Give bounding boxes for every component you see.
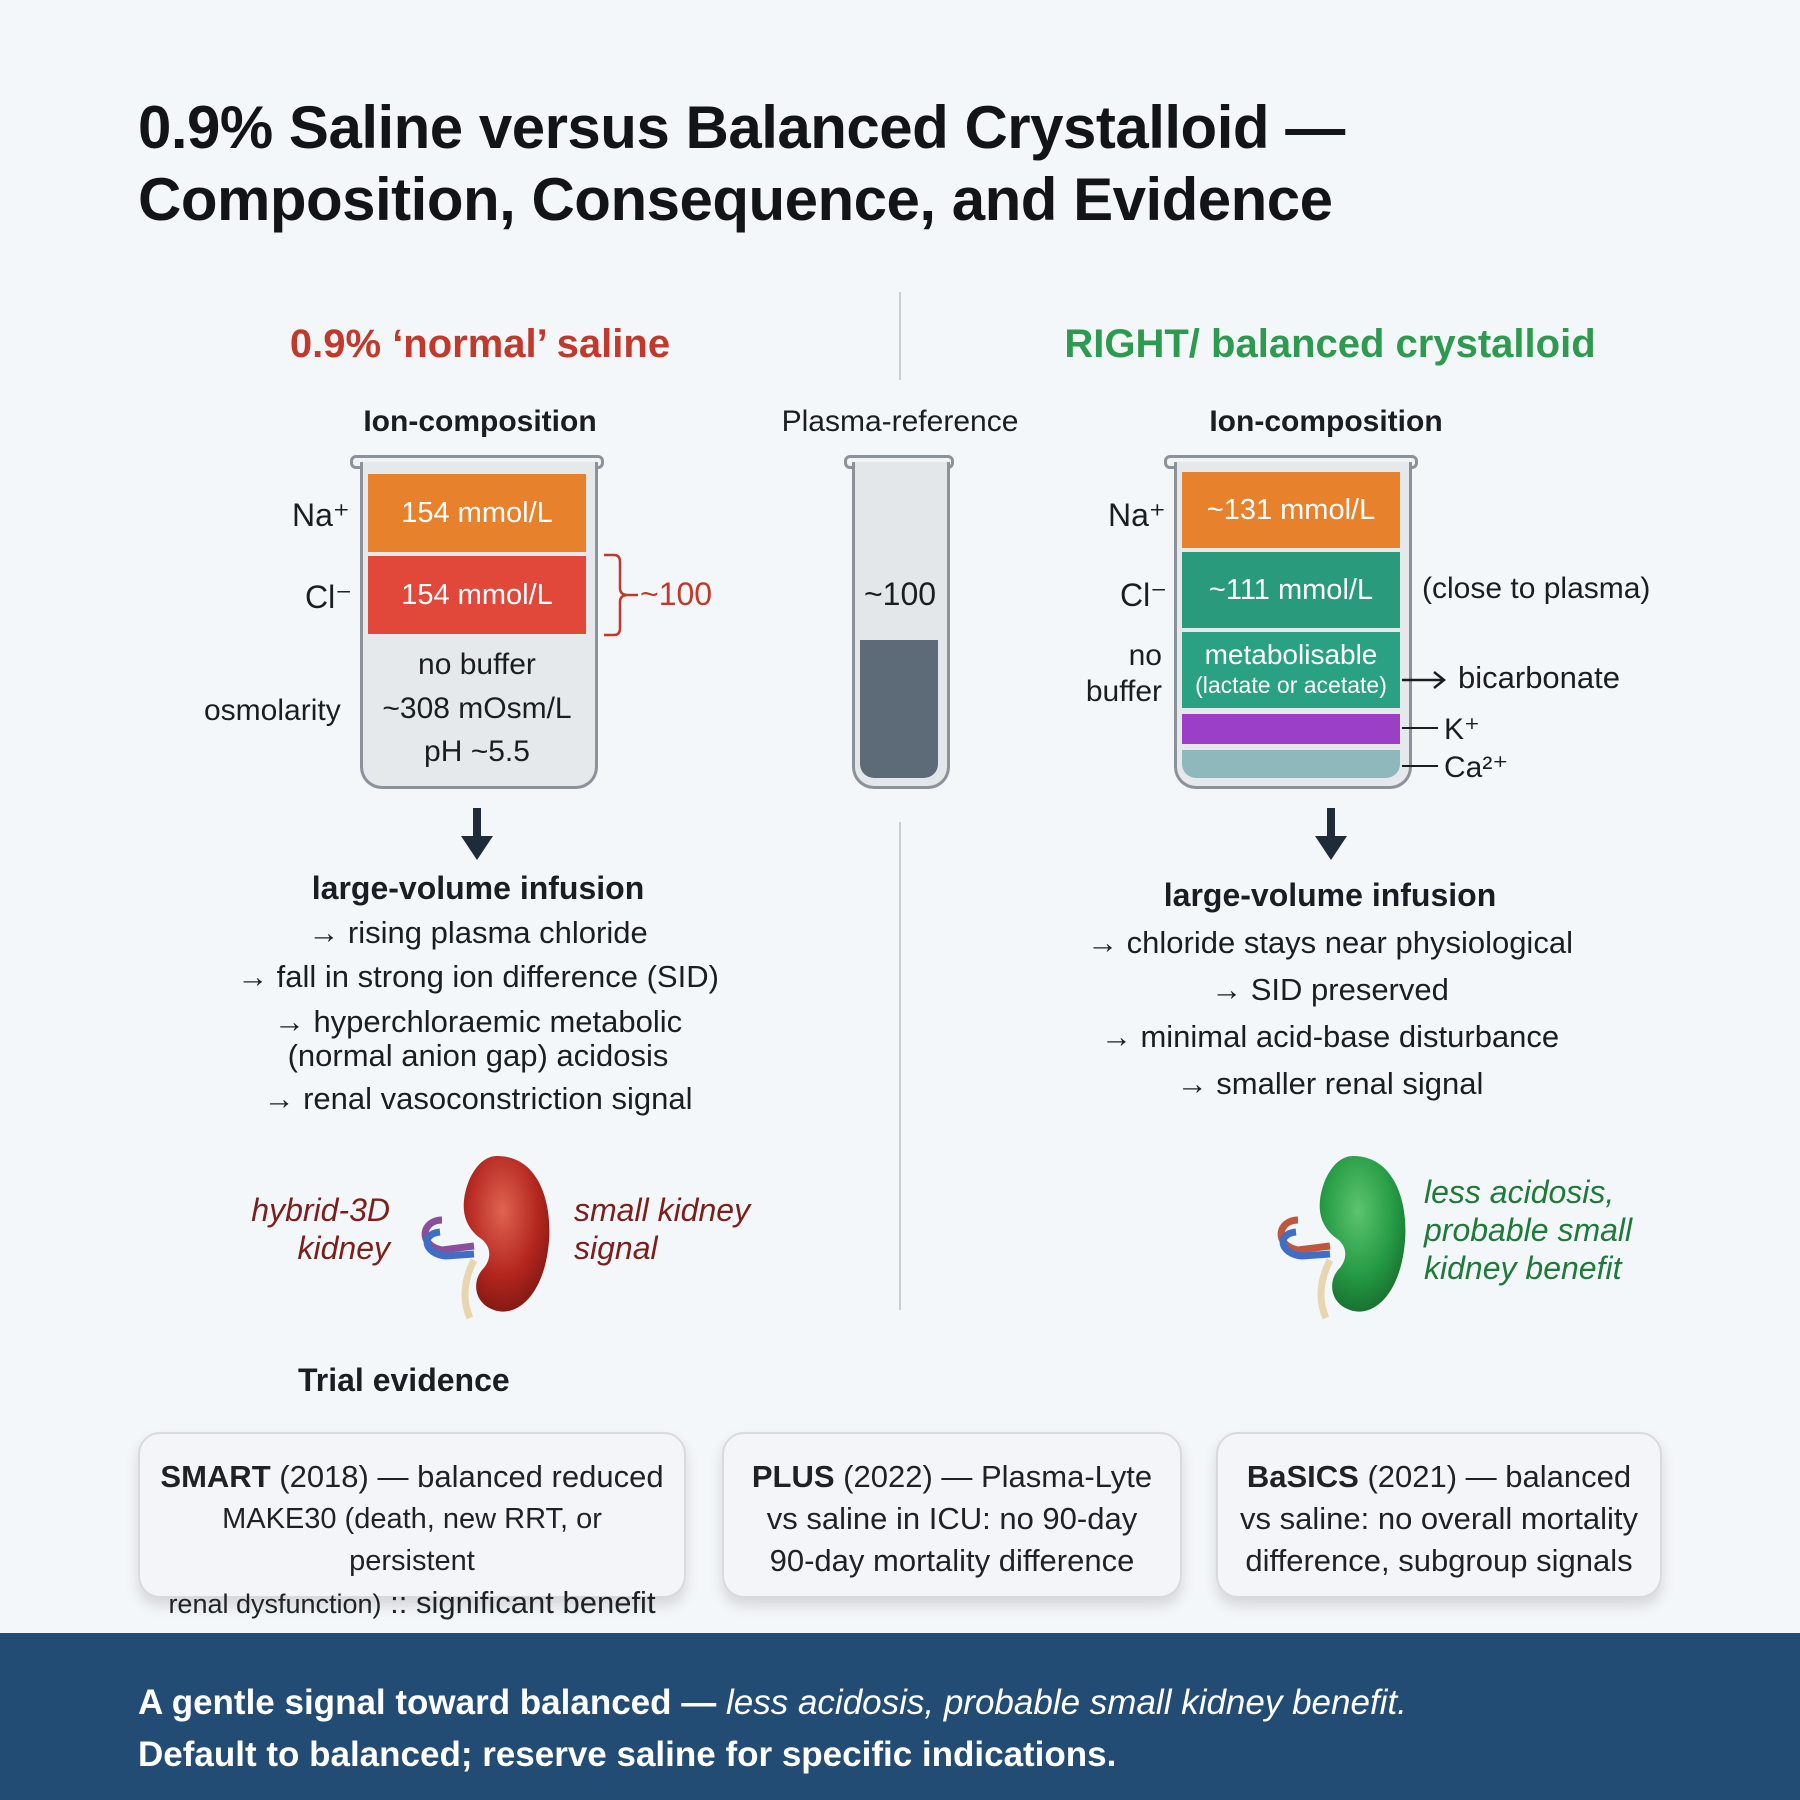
- balanced-effect-2: → SID preserved: [1211, 972, 1449, 1007]
- footer-banner: A gentle signal toward balanced — less a…: [0, 1633, 1800, 1800]
- footer-line-1: A gentle signal toward balanced — less a…: [138, 1683, 1407, 1722]
- saline-down-arrow-icon: [461, 808, 493, 860]
- plasma-reference-label: Plasma-reference: [781, 405, 1019, 438]
- balanced-title: RIGHT/ balanced crystalloid: [1064, 322, 1596, 366]
- saline-osmolarity-value: ~308 mOsm/L: [382, 692, 572, 725]
- balanced-kidney-icon: [1277, 1156, 1406, 1320]
- balanced-effect-3: → minimal acid-base disturbance: [1100, 1019, 1560, 1054]
- footer-line-2: Default to balanced; reserve saline for …: [138, 1735, 1117, 1774]
- saline-effect-3: → hyperchloraemic metabolic: [273, 1004, 683, 1039]
- plasma-reference-value: ~100: [863, 576, 937, 612]
- balanced-cl-band: ~111 mmol/L: [1182, 552, 1400, 628]
- balanced-na-band: ~131 mmol/L: [1182, 472, 1400, 548]
- balanced-k-band: [1182, 714, 1400, 744]
- balanced-metabolisable-band: metabolisable (lactate or acetate): [1182, 632, 1400, 708]
- saline-kidney-note: small kidney signal: [574, 1192, 751, 1266]
- saline-bracket: [604, 553, 638, 637]
- balanced-effects: large-volume infusion → chloride stays n…: [1010, 872, 1650, 1107]
- saline-effect-4: → renal vasoconstriction signal: [263, 1081, 693, 1116]
- saline-na-label: Na⁺: [292, 497, 350, 533]
- balanced-effect-4: → smaller renal signal: [1176, 1066, 1484, 1101]
- evidence-heading: Trial evidence: [298, 1362, 510, 1398]
- saline-osmolarity-label: osmolarity: [204, 694, 341, 727]
- saline-na-band: 154 mmol/L: [368, 474, 586, 552]
- bicarbonate-label: bicarbonate: [1458, 660, 1621, 695]
- bicarbonate-arrow-icon: [1402, 671, 1447, 689]
- balanced-ca-band: [1182, 750, 1400, 778]
- saline-infusion-title: large-volume infusion: [311, 870, 645, 906]
- evidence-card-smart: SMART (2018) — balanced reduced MAKE30 (…: [138, 1432, 686, 1620]
- evidence-card-basics: BaSICS (2021) — balanced vs saline: no o…: [1216, 1432, 1662, 1598]
- balanced-ca-label: Ca²⁺: [1444, 751, 1509, 784]
- balanced-no-buffer: no buffer: [1085, 639, 1162, 708]
- balanced-na-label: Na⁺: [1108, 497, 1166, 533]
- saline-cl-band: 154 mmol/L: [368, 556, 586, 634]
- balanced-cl-note: (close to plasma): [1422, 572, 1651, 605]
- balanced-effect-1: → chloride stays near physiological: [1087, 925, 1573, 960]
- plasma-tube-fill: [860, 640, 938, 778]
- balanced-k-label: K⁺: [1444, 713, 1480, 746]
- saline-effect-1: → rising plasma chloride: [308, 915, 648, 950]
- saline-effects: large-volume infusion → rising plasma ch…: [160, 866, 796, 1121]
- saline-ph: pH ~5.5: [424, 735, 530, 768]
- saline-no-buffer: no buffer: [418, 648, 536, 681]
- column-divider-bottom: [899, 822, 901, 1310]
- balanced-ion-composition-label: Ion-composition: [1209, 405, 1443, 438]
- balanced-cl-label: Cl⁻: [1120, 577, 1168, 613]
- k-ca-leader-lines: [1402, 727, 1438, 767]
- saline-cl-label: Cl⁻: [305, 579, 353, 615]
- balanced-kidney-note: less acidosis, probable small kidney ben…: [1424, 1174, 1633, 1286]
- saline-bracket-label: ~100: [640, 576, 713, 612]
- saline-effect-2: → fall in strong ion difference (SID): [237, 959, 719, 994]
- balanced-down-arrow-icon: [1315, 808, 1347, 860]
- saline-kidney-label: hybrid-3D kidney: [251, 1192, 390, 1266]
- balanced-infusion-title: large-volume infusion: [1163, 877, 1497, 913]
- saline-title: 0.9% ‘normal’ saline: [289, 322, 671, 366]
- evidence-card-plus: PLUS (2022) — Plasma-Lyte vs saline in I…: [722, 1432, 1182, 1598]
- saline-ion-composition-label: Ion-composition: [363, 405, 597, 438]
- saline-kidney-icon: [421, 1156, 550, 1320]
- saline-effect-3b: (normal anion gap) acidosis: [287, 1038, 669, 1073]
- column-divider-top: [899, 292, 901, 380]
- page-title: 0.9% Saline versus Balanced Crystalloid …: [138, 94, 1345, 233]
